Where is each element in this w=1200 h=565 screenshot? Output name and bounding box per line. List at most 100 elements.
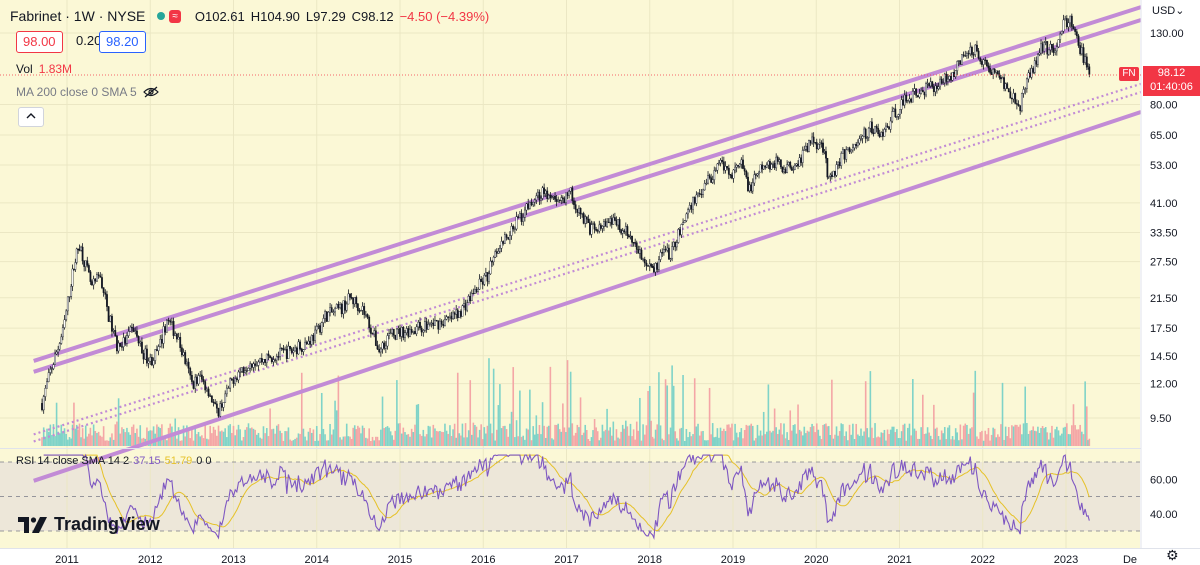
volume-bar (740, 428, 743, 446)
candle-body (319, 325, 321, 333)
candle-body (806, 145, 809, 152)
candle-body (204, 381, 207, 391)
candle-body (461, 305, 464, 317)
candle-body (634, 242, 637, 244)
volume-bar (1019, 424, 1022, 446)
price-tick-label: 9.50 (1150, 413, 1171, 425)
candle-body (102, 287, 105, 293)
symbol-title[interactable]: Fabrinet · 1W · NYSE (10, 8, 146, 24)
volume-bar (297, 433, 300, 446)
tradingview-logo[interactable]: TradingView (18, 514, 160, 535)
candle-body (571, 187, 574, 201)
sell-button[interactable]: 98.00 (16, 31, 63, 53)
candle-body (389, 332, 392, 334)
volume-bar (209, 425, 211, 446)
collapse-legend-button[interactable] (18, 107, 44, 127)
volume-bar (708, 387, 711, 446)
volume-bar (102, 426, 105, 446)
volume-bar (769, 430, 771, 446)
volume-bar (46, 428, 48, 446)
candle-body (910, 98, 913, 103)
candle-body (475, 289, 478, 293)
candle-body (753, 174, 756, 184)
candle-body (693, 197, 696, 204)
candle-body (190, 375, 193, 382)
volume-bar (461, 423, 464, 446)
price-tick-label: 21.50 (1150, 293, 1178, 305)
volume-bar (936, 427, 938, 446)
volume-bar (522, 435, 525, 446)
candle-body (1055, 46, 1058, 52)
price-axis[interactable]: 130.00 80.00 65.00 53.00 41.00 33.50 27.50 21.5… (1150, 28, 1184, 425)
volume-bar (237, 424, 240, 446)
candle-body (394, 334, 397, 340)
volume-bar (119, 433, 122, 446)
volume-bar (751, 425, 754, 446)
volume-bar (191, 426, 193, 446)
volume-bar (776, 434, 779, 446)
candle-body (578, 207, 580, 213)
candle-body (617, 219, 619, 226)
candle-body (677, 229, 680, 243)
candle-body (320, 322, 323, 333)
volume-bar (540, 434, 542, 446)
candle-body (232, 379, 235, 384)
compare-badge[interactable]: ≈ (169, 9, 181, 23)
candle-body (613, 217, 616, 221)
candle-body (195, 376, 198, 385)
candle-body (883, 129, 886, 137)
volume-bar (860, 428, 862, 446)
rsi-legend[interactable]: RSI 14 close SMA 14 2 37.15 51.79 0 0 (16, 455, 211, 467)
candle-body (366, 314, 369, 318)
volume-bar (396, 380, 398, 446)
candle-body (767, 161, 770, 166)
candle-body (993, 69, 996, 73)
volume-bar (1000, 424, 1002, 446)
volume-bar (261, 438, 263, 446)
volume-bar (232, 425, 235, 446)
ma-legend[interactable]: MA 200 close 0 SMA 5 (16, 85, 159, 99)
volume-bar (745, 424, 748, 446)
gear-icon[interactable]: ⚙ (1166, 547, 1179, 563)
candle-body (834, 170, 836, 176)
volume-bar (73, 402, 75, 446)
time-axis[interactable]: 2011 2012 2013 2014 2015 2016 2017 2018 2019 2020… (55, 554, 1137, 565)
volume-bar (654, 429, 657, 446)
candle-body (329, 307, 331, 313)
volume-bar (466, 437, 468, 446)
volume-bar (840, 423, 843, 446)
candle-body (209, 395, 212, 397)
volume-bar (1076, 429, 1078, 446)
volume-legend[interactable]: Vol 1.83M (16, 62, 72, 76)
volume-bar (481, 439, 484, 446)
volume-bar (587, 439, 590, 446)
time-tick-label: 2021 (887, 554, 911, 565)
candle-body (41, 403, 43, 411)
volume-bar (1029, 430, 1031, 446)
currency-selector[interactable]: USD⌄ (1152, 4, 1184, 17)
volume-bar (683, 440, 686, 446)
volume-bar (555, 424, 558, 446)
volume-bar (1059, 435, 1061, 446)
volume-bar (117, 398, 120, 446)
volume-bar (264, 433, 266, 446)
candle-body (631, 235, 633, 243)
volume-bar (1071, 425, 1073, 446)
candle-body (81, 246, 84, 262)
volume-bar (1006, 436, 1009, 446)
buy-button[interactable]: 98.20 (99, 31, 146, 53)
volume-bar (875, 437, 878, 446)
volume-bar (51, 435, 53, 446)
candle-body (330, 307, 333, 313)
candle-body (603, 221, 605, 227)
volume-bar (305, 440, 308, 446)
candle-body (552, 196, 555, 198)
volume-bar (971, 427, 973, 446)
eye-off-icon[interactable] (142, 86, 159, 98)
volume-bar (554, 424, 556, 446)
volume-bar (780, 423, 782, 446)
volume-bar (455, 437, 457, 446)
candle-body (518, 213, 521, 218)
volume-bar (697, 423, 699, 446)
